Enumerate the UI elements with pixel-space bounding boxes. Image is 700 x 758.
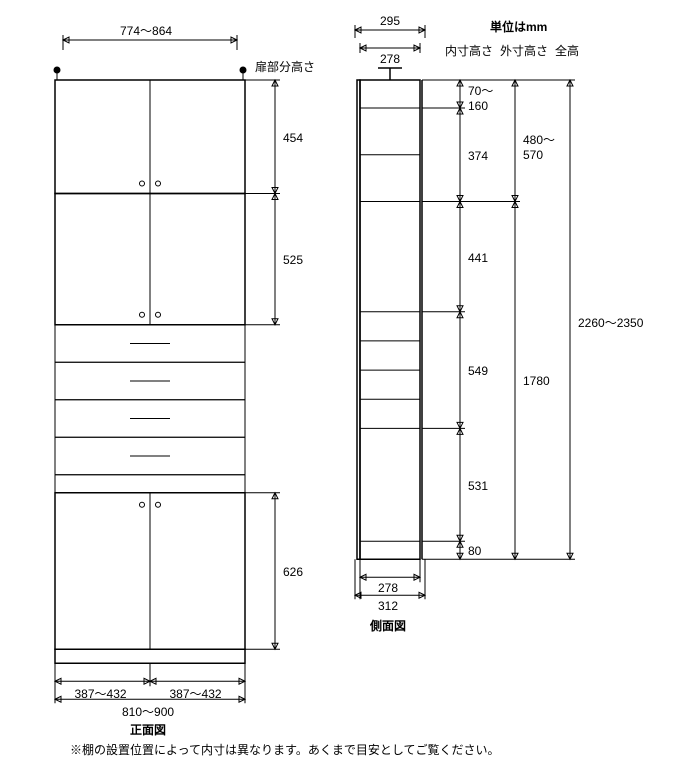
dim-outer-0: 480～570 — [523, 131, 555, 162]
dim-label: 80 — [468, 544, 481, 558]
dim-label: 387～432 — [170, 685, 222, 702]
dim-label: 2260～2350 — [578, 314, 643, 331]
dim-label: 1780 — [523, 374, 550, 388]
dim-label: 387～432 — [75, 685, 127, 702]
dim-label: 441 — [468, 251, 488, 265]
dim-label: 810～900 — [122, 703, 174, 720]
dim-label: 549 — [468, 364, 488, 378]
dim-label: 278 — [380, 52, 400, 66]
dim-label: 531 — [468, 479, 488, 493]
dim-label: 774～864 — [120, 22, 172, 39]
dim-label: 278 — [378, 581, 398, 595]
footnote: ※棚の設置位置によって内寸は異なります。あくまで目安としてご覧ください。 — [70, 741, 499, 758]
dim-label: 626 — [283, 565, 303, 579]
door-height-label: 扉部分高さ — [255, 58, 315, 75]
dim-inner-0: 70～160 — [468, 82, 493, 113]
outer-h-label: 外寸高さ — [500, 42, 548, 59]
front-title: 正面図 — [130, 721, 166, 738]
total-h-label: 全高 — [555, 42, 579, 59]
side-title: 側面図 — [370, 617, 406, 634]
dim-label: 295 — [380, 14, 400, 28]
dim-label: 525 — [283, 253, 303, 267]
dim-label: 454 — [283, 131, 303, 145]
dim-label: 374 — [468, 149, 488, 163]
dim-label: 312 — [378, 599, 398, 613]
unit-label: 単位はmm — [490, 18, 547, 35]
inner-h-label: 内寸高さ — [445, 42, 493, 59]
